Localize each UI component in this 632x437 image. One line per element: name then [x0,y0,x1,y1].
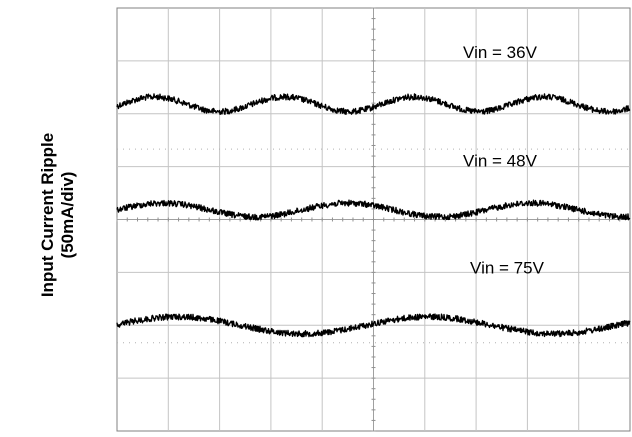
grid [116,7,631,432]
trace-label-1: Vin = 36V [463,43,538,62]
trace-labels: Vin = 36V Vin = 48V Vin = 75V [463,43,545,277]
trace-2 [116,199,631,221]
trace-3 [116,313,631,338]
trace-label-2: Vin = 48V [463,152,538,171]
trace-1 [116,93,631,116]
trace-label-3: Vin = 75V [470,258,545,277]
traces [116,93,631,338]
